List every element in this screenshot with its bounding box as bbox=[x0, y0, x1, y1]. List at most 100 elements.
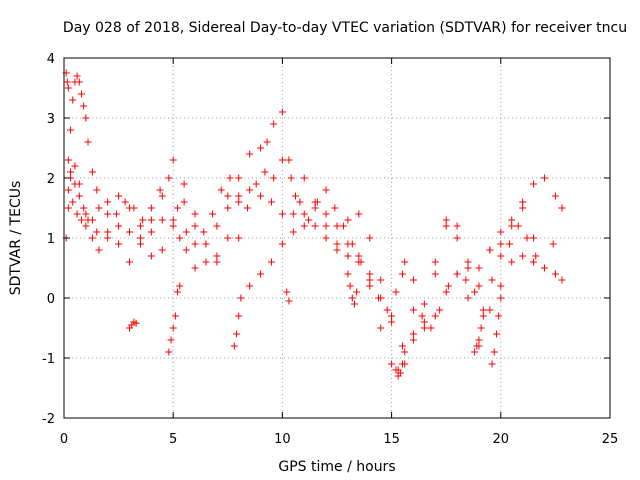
data-point bbox=[80, 204, 88, 212]
y-tick-label: 1 bbox=[47, 232, 55, 247]
data-point bbox=[313, 198, 321, 206]
data-point bbox=[292, 192, 300, 200]
data-point bbox=[82, 210, 90, 218]
data-point bbox=[252, 180, 260, 188]
chart-title: Day 028 of 2018, Sidereal Day-to-day VTE… bbox=[63, 20, 627, 36]
data-point bbox=[508, 216, 516, 224]
data-point bbox=[73, 72, 81, 80]
data-point bbox=[158, 216, 166, 224]
data-point bbox=[401, 348, 409, 356]
data-point bbox=[475, 264, 483, 272]
data-point bbox=[399, 270, 407, 278]
data-point bbox=[226, 174, 234, 182]
data-point bbox=[243, 204, 251, 212]
data-point bbox=[497, 282, 505, 290]
data-point bbox=[436, 306, 444, 314]
data-point bbox=[174, 288, 182, 296]
data-point bbox=[311, 222, 319, 230]
data-point bbox=[296, 198, 304, 206]
data-point bbox=[473, 342, 481, 350]
data-point bbox=[427, 324, 435, 332]
data-point bbox=[300, 174, 308, 182]
data-point bbox=[169, 216, 177, 224]
data-point bbox=[233, 330, 241, 338]
data-point bbox=[104, 234, 112, 242]
data-point bbox=[213, 222, 221, 230]
data-point bbox=[202, 258, 210, 266]
data-point bbox=[497, 228, 505, 236]
data-point bbox=[115, 192, 123, 200]
data-point bbox=[158, 192, 166, 200]
data-point bbox=[287, 174, 295, 182]
data-point bbox=[453, 234, 461, 242]
data-point bbox=[147, 204, 155, 212]
y-tick-label: 2 bbox=[47, 172, 55, 187]
data-point bbox=[285, 156, 293, 164]
data-point bbox=[82, 222, 90, 230]
x-tick-label: 15 bbox=[383, 432, 400, 447]
data-point bbox=[93, 186, 101, 194]
data-point bbox=[396, 369, 404, 377]
data-point bbox=[67, 168, 75, 176]
data-point bbox=[399, 360, 407, 368]
data-point bbox=[278, 108, 286, 116]
data-point bbox=[200, 228, 208, 236]
data-point bbox=[69, 198, 77, 206]
data-point bbox=[235, 198, 243, 206]
data-point bbox=[121, 198, 129, 206]
x-tick-label: 10 bbox=[274, 432, 291, 447]
data-point bbox=[289, 228, 297, 236]
data-point bbox=[549, 240, 557, 248]
data-point bbox=[514, 222, 522, 230]
data-point bbox=[477, 324, 485, 332]
data-point bbox=[235, 174, 243, 182]
data-point bbox=[147, 216, 155, 224]
data-point bbox=[73, 210, 81, 218]
data-point bbox=[486, 306, 494, 314]
data-point bbox=[453, 222, 461, 230]
data-point bbox=[366, 276, 374, 284]
data-point bbox=[126, 228, 134, 236]
x-axis-label: GPS time / hours bbox=[278, 459, 395, 475]
x-tick-label: 25 bbox=[602, 432, 619, 447]
data-point bbox=[104, 198, 112, 206]
data-point bbox=[409, 276, 417, 284]
data-point bbox=[420, 324, 428, 332]
data-point bbox=[169, 324, 177, 332]
data-point bbox=[355, 252, 363, 260]
data-point bbox=[167, 336, 175, 344]
data-point bbox=[300, 222, 308, 230]
data-point bbox=[63, 78, 71, 86]
data-point bbox=[283, 288, 291, 296]
data-point bbox=[540, 264, 548, 272]
data-point bbox=[115, 240, 123, 248]
data-point bbox=[95, 204, 103, 212]
data-point bbox=[322, 234, 330, 242]
plot-points bbox=[62, 69, 566, 380]
axis-ticks: 0 5 10 15 20 25 -2 -1 0 1 2 3 4 bbox=[42, 52, 618, 447]
data-point bbox=[171, 312, 179, 320]
data-point bbox=[95, 246, 103, 254]
data-point bbox=[490, 348, 498, 356]
data-point bbox=[115, 222, 123, 230]
data-point bbox=[285, 297, 293, 305]
data-point bbox=[462, 276, 470, 284]
y-tick-label: 3 bbox=[47, 112, 55, 127]
data-point bbox=[551, 192, 559, 200]
data-point bbox=[158, 246, 166, 254]
data-point bbox=[147, 252, 155, 260]
data-point bbox=[213, 252, 221, 260]
data-point bbox=[333, 246, 341, 254]
data-point bbox=[530, 180, 538, 188]
data-point bbox=[93, 228, 101, 236]
data-point bbox=[488, 360, 496, 368]
data-point bbox=[409, 306, 417, 314]
data-point bbox=[191, 222, 199, 230]
data-point bbox=[532, 252, 540, 260]
y-tick-label: 4 bbox=[47, 52, 55, 67]
data-point bbox=[392, 288, 400, 296]
data-point bbox=[88, 234, 96, 242]
data-point bbox=[444, 282, 452, 290]
data-point bbox=[409, 336, 417, 344]
